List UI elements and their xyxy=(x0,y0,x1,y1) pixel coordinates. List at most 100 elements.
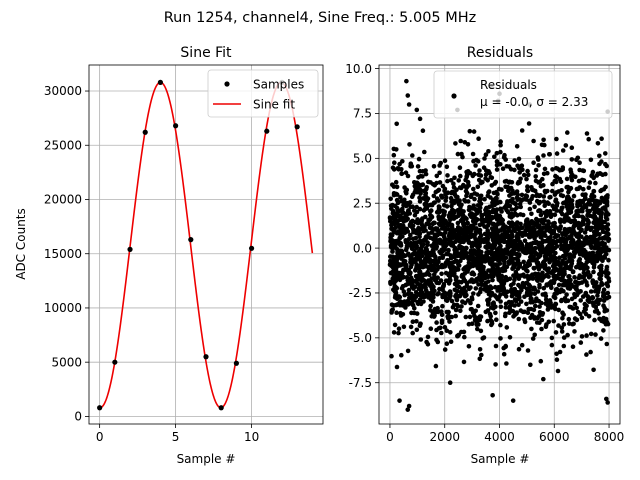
residual-point xyxy=(485,308,491,313)
residual-point xyxy=(465,179,471,185)
residual-point xyxy=(512,201,517,206)
residual-point xyxy=(511,314,516,319)
residual-point xyxy=(400,262,406,267)
residual-point xyxy=(565,230,571,235)
residual-point xyxy=(471,272,477,277)
residual-point xyxy=(596,311,601,316)
residual-point xyxy=(579,315,585,321)
residual-point xyxy=(406,236,412,242)
residual-point xyxy=(414,181,420,186)
residual-point xyxy=(597,232,602,237)
residual-point xyxy=(548,194,553,200)
residual-point xyxy=(531,240,536,246)
residual-point xyxy=(442,244,448,250)
residual-point xyxy=(539,278,545,283)
residual-point xyxy=(594,287,600,292)
residual-point xyxy=(592,317,597,323)
residual-point xyxy=(436,214,441,219)
residual-point xyxy=(417,206,423,212)
residual-point xyxy=(444,309,450,315)
residual-point xyxy=(413,294,419,300)
residual-point xyxy=(515,289,520,295)
residual-point xyxy=(587,273,593,278)
residual-point xyxy=(563,263,568,268)
residual-point xyxy=(576,225,582,231)
residual-point xyxy=(560,148,566,153)
residual-point xyxy=(575,309,581,315)
residual-point xyxy=(553,234,559,239)
residual-point xyxy=(520,309,526,315)
residual-point xyxy=(566,189,571,195)
residual-point xyxy=(564,176,570,182)
residual-point xyxy=(477,356,483,362)
residual-point xyxy=(434,327,439,333)
residual-point xyxy=(561,335,567,340)
residual-point xyxy=(452,287,458,293)
residual-point xyxy=(553,330,559,335)
residual-point xyxy=(493,343,499,349)
residual-point xyxy=(536,218,542,223)
residual-point xyxy=(477,289,483,295)
residual-point xyxy=(492,256,497,262)
residual-point xyxy=(580,208,585,214)
residual-point xyxy=(425,342,431,347)
residual-point xyxy=(470,223,476,229)
residual-point xyxy=(537,304,542,309)
residual-point xyxy=(391,228,396,233)
residual-point xyxy=(419,222,425,227)
residual-point xyxy=(559,325,565,331)
residual-point xyxy=(518,176,523,182)
residual-point xyxy=(542,247,548,253)
residual-point xyxy=(605,236,610,241)
residual-point xyxy=(563,252,569,257)
residual-point xyxy=(534,320,540,325)
residual-point xyxy=(532,286,537,292)
residual-point xyxy=(423,192,428,197)
residual-point xyxy=(405,348,411,354)
residual-point xyxy=(512,207,517,213)
residual-point xyxy=(594,217,599,223)
residual-point xyxy=(491,300,496,306)
residual-point xyxy=(517,180,522,185)
legend-residuals-marker xyxy=(451,93,457,99)
residual-point xyxy=(420,196,426,201)
residual-point xyxy=(501,278,506,284)
residual-point xyxy=(502,231,508,236)
residual-point xyxy=(406,280,412,286)
residual-point xyxy=(410,204,415,209)
residual-point xyxy=(468,248,474,254)
residual-point xyxy=(543,324,549,330)
residual-point xyxy=(595,293,600,298)
sine-fit-xlabel: Sample # xyxy=(177,452,236,466)
residual-point xyxy=(482,196,487,202)
residual-point xyxy=(547,152,552,157)
residual-point xyxy=(428,326,434,332)
residual-point xyxy=(459,211,465,217)
residual-point xyxy=(391,287,396,293)
residual-point xyxy=(409,163,415,169)
residual-point xyxy=(509,238,514,244)
residual-point xyxy=(540,240,545,245)
residual-point xyxy=(594,198,599,204)
residual-point xyxy=(501,236,506,241)
residual-point xyxy=(599,136,604,141)
residual-point xyxy=(427,257,433,263)
residual-point xyxy=(488,217,493,223)
residual-point xyxy=(512,246,518,252)
residual-point xyxy=(401,268,406,273)
residual-point xyxy=(532,188,538,194)
residual-point xyxy=(408,275,414,281)
residual-point xyxy=(561,200,566,206)
residual-point xyxy=(539,250,544,255)
residual-point xyxy=(545,303,551,309)
residual-point xyxy=(429,282,435,288)
sample-point xyxy=(112,359,118,365)
residual-point xyxy=(542,218,547,223)
residual-point xyxy=(561,271,567,277)
residual-point xyxy=(494,231,500,236)
residual-point xyxy=(467,254,472,260)
residual-point xyxy=(477,347,483,352)
residual-point xyxy=(563,213,568,219)
residual-point xyxy=(420,174,425,179)
residual-point xyxy=(602,255,608,260)
